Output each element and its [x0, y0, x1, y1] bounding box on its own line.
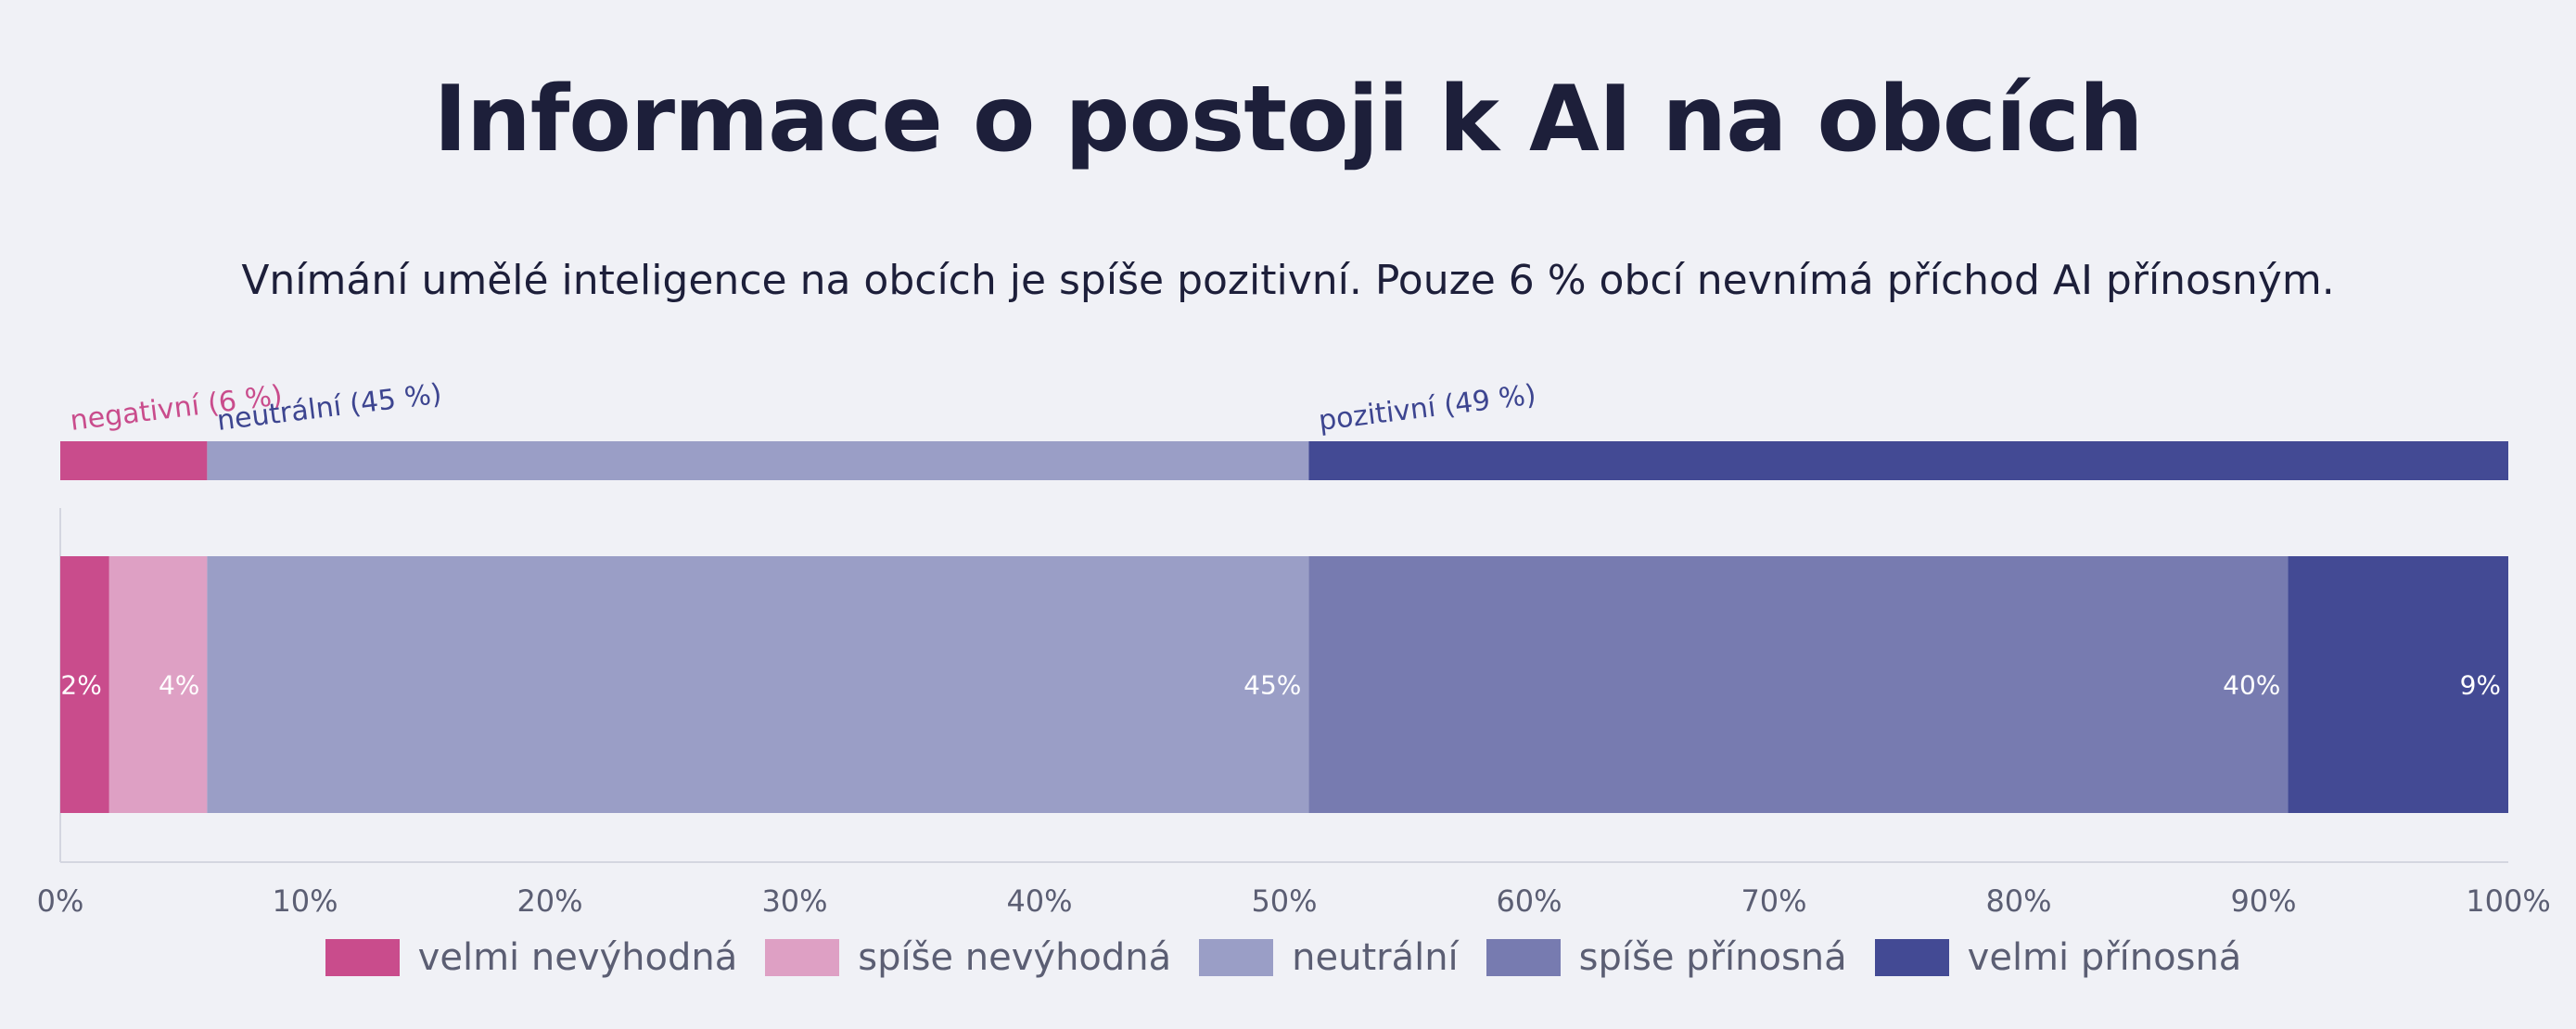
- bar-segment: [207, 556, 1309, 813]
- data-label: 9%: [2460, 670, 2501, 701]
- x-tick-label: 20%: [516, 883, 582, 919]
- x-tick-label: 90%: [2230, 883, 2296, 919]
- x-tick-label: 60%: [1496, 883, 1562, 919]
- x-tick-label: 30%: [761, 883, 827, 919]
- legend-swatch: [325, 939, 400, 976]
- legend-label: spíše nevýhodná: [858, 936, 1172, 979]
- x-tick-label: 70%: [1741, 883, 1806, 919]
- data-label: 2%: [60, 670, 101, 701]
- legend-item: neutrální: [1199, 936, 1459, 979]
- legend-item: spíše nevýhodná: [765, 936, 1171, 979]
- legend-item: spíše přínosná: [1486, 936, 1847, 979]
- legend-item: velmi nevýhodná: [325, 936, 738, 979]
- legend-label: velmi nevýhodná: [417, 936, 738, 979]
- data-label: 4%: [159, 670, 199, 701]
- bar-segment: [1308, 556, 2289, 813]
- summary-segment: [207, 441, 1309, 480]
- x-tick-label: 0%: [37, 883, 84, 919]
- chart-title: Informace o postoji k AI na obcích: [433, 67, 2144, 172]
- x-tick-label: 40%: [1006, 883, 1072, 919]
- data-label: 45%: [1243, 670, 1301, 701]
- stacked-bar-chart: negativní (6 %)neutrální (45 %) pozitivní…: [37, 377, 2551, 919]
- legend-swatch: [1199, 939, 1274, 976]
- bar-segment: [60, 556, 109, 813]
- summary-label: pozitivní (49 %): [1317, 378, 1537, 437]
- legend-item: velmi přínosná: [1874, 936, 2242, 979]
- x-tick-label: 10%: [272, 883, 338, 919]
- summary-segment: [60, 441, 208, 480]
- x-tick-label: 50%: [1251, 883, 1317, 919]
- legend-label: spíše přínosná: [1578, 936, 1847, 979]
- x-tick-label: 100%: [2466, 883, 2550, 919]
- legend-swatch: [765, 939, 840, 976]
- data-label: 40%: [2223, 670, 2280, 701]
- x-tick-label: 80%: [1985, 883, 2051, 919]
- chart-subtitle: Vnímání umělé inteligence na obcích je s…: [241, 257, 2335, 304]
- legend-label: neutrální: [1292, 936, 1459, 979]
- bar-segment: [2288, 556, 2508, 813]
- bar-segment: [108, 556, 208, 813]
- chart-legend: velmi nevýhodná spíše nevýhodná neutrální s…: [0, 936, 2576, 979]
- legend-label: velmi přínosná: [1967, 936, 2242, 979]
- legend-swatch: [1486, 939, 1561, 976]
- legend-swatch: [1874, 939, 1949, 976]
- summary-segment: [1308, 441, 2508, 480]
